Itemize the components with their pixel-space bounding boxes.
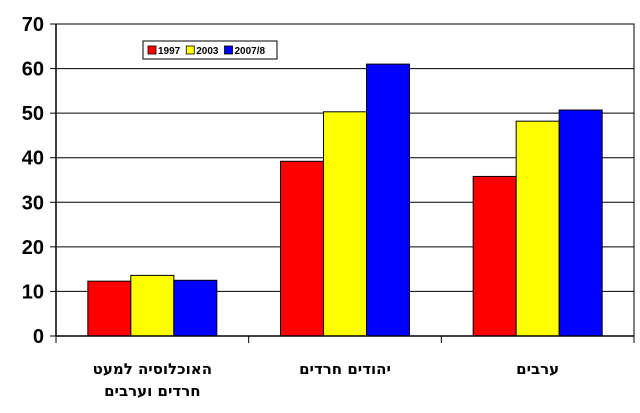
legend-swatch: [185, 45, 195, 55]
y-tick-label: 20: [22, 237, 44, 259]
y-tick-label: 40: [22, 148, 44, 170]
x-category-label: יהודים חרדים: [299, 360, 391, 378]
legend-swatch: [224, 45, 233, 55]
y-tick-label: 60: [22, 59, 44, 81]
y-axis-ticks: 0 10 20 30 40 50 60 70: [22, 14, 56, 348]
bar-1997-2: [472, 175, 517, 337]
y-tick-label: 10: [22, 281, 44, 303]
bar-2003-0: [130, 274, 175, 337]
legend-swatch: [147, 45, 157, 55]
axes: [55, 24, 635, 343]
bar-2007-8-0: [173, 279, 218, 337]
y-tick-label: 0: [33, 326, 44, 348]
bar-series: [87, 63, 603, 337]
legend-label: 2003: [196, 46, 219, 57]
y-tick-label: 50: [22, 103, 44, 125]
legend-label: 2007/8: [235, 46, 266, 57]
bar-2003-1: [323, 111, 367, 337]
x-axis-labels: האוכלוסיה למעט חרדים וערבים יהודים חרדים ער…: [93, 360, 560, 400]
bar-2007-8-1: [366, 63, 410, 337]
legend: 1997 2003 2007/8: [142, 40, 278, 60]
bar-2003-2: [515, 120, 560, 337]
legend-box: [142, 40, 278, 60]
x-category-label: האוכלוסיה למעט: [93, 360, 212, 378]
y-tick-label: 30: [22, 192, 44, 214]
x-category-label: ערבים: [516, 360, 559, 378]
y-tick-label: 70: [22, 14, 44, 36]
x-category-label: חרדים וערבים: [104, 382, 200, 400]
legend-label: 1997: [158, 46, 181, 57]
bar-1997-1: [280, 160, 324, 337]
bar-2007-8-2: [558, 109, 603, 337]
bar-1997-0: [87, 280, 132, 337]
